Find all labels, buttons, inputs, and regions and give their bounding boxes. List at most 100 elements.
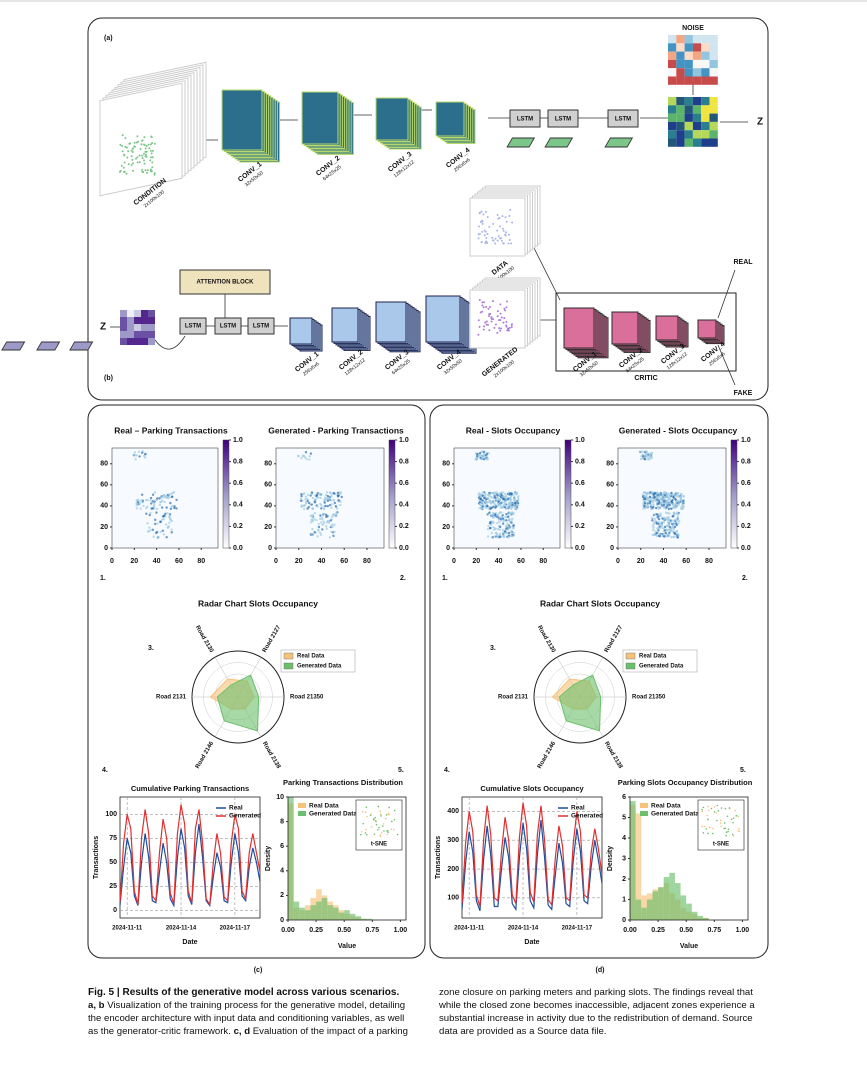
heat-dot bbox=[662, 535, 666, 538]
heat-dot bbox=[164, 512, 167, 516]
legend-swatch bbox=[283, 652, 294, 660]
grid-cell bbox=[148, 317, 155, 324]
y-tick-label: 0 bbox=[268, 545, 272, 552]
cbar-label: 0.6 bbox=[575, 480, 585, 487]
y-tick-label: 25 bbox=[109, 883, 117, 890]
heat-dot bbox=[514, 507, 517, 510]
heat-dot bbox=[167, 493, 171, 496]
inset-dot bbox=[727, 828, 730, 831]
map-dot bbox=[502, 242, 505, 245]
inset-dot bbox=[393, 818, 396, 821]
grid-cell bbox=[127, 324, 134, 331]
grid-cell bbox=[668, 51, 677, 60]
grid-cell bbox=[692, 59, 702, 69]
heat-dot bbox=[668, 497, 672, 500]
heat-dot bbox=[311, 496, 315, 500]
grid-cell bbox=[120, 324, 127, 331]
heat-dot bbox=[300, 492, 303, 496]
grid-cell bbox=[701, 121, 710, 131]
map-dot bbox=[125, 172, 128, 175]
map-dot bbox=[150, 152, 153, 155]
inset-dot bbox=[734, 809, 736, 812]
grid-cell bbox=[120, 338, 127, 345]
inset-dot bbox=[360, 833, 362, 836]
cbar-label: 0.8 bbox=[741, 458, 751, 465]
map-dot bbox=[141, 154, 144, 157]
heat-dot bbox=[642, 494, 646, 498]
grid-cell bbox=[701, 138, 710, 147]
grid-cell bbox=[141, 310, 148, 317]
map-dot bbox=[485, 236, 488, 239]
heat-dot bbox=[330, 515, 334, 519]
radar-axis-label: Road 2127 bbox=[262, 624, 283, 654]
y-tick-label: 300 bbox=[447, 837, 459, 844]
lstm-box bbox=[547, 109, 579, 128]
feature-map bbox=[425, 295, 461, 343]
map-dot bbox=[150, 156, 153, 159]
x-tick-label: 2024-11-11 bbox=[112, 926, 143, 932]
cbar-label: 0.4 bbox=[233, 502, 243, 509]
heat-dot bbox=[651, 519, 654, 522]
inset-dot bbox=[387, 831, 389, 834]
heat-dot bbox=[666, 529, 670, 532]
grid-cell bbox=[701, 68, 710, 77]
heat-dot bbox=[488, 499, 491, 502]
legend-label: Real Data bbox=[297, 654, 325, 660]
map-dot bbox=[496, 213, 499, 216]
inset-dot bbox=[375, 820, 377, 823]
map-dot bbox=[488, 225, 491, 228]
heat-dot bbox=[641, 450, 644, 453]
heat-dot bbox=[321, 528, 324, 531]
heat-dot bbox=[161, 518, 164, 521]
map-dot bbox=[508, 215, 511, 218]
map-dot bbox=[151, 149, 154, 152]
grid-cell bbox=[701, 51, 710, 60]
map-dot bbox=[130, 164, 133, 167]
map-dot bbox=[485, 320, 488, 323]
map-dot bbox=[153, 173, 156, 176]
hist-bar bbox=[646, 899, 653, 920]
heat-dot bbox=[491, 505, 495, 509]
marker: 1. bbox=[100, 575, 106, 582]
radar-axis-label: Road 2130 bbox=[536, 625, 557, 655]
heat-dot bbox=[165, 506, 168, 509]
grid-cell bbox=[692, 51, 702, 60]
heat-dot bbox=[659, 498, 662, 501]
map-dot bbox=[482, 306, 485, 309]
map-dot bbox=[501, 215, 504, 218]
heat-dot bbox=[159, 501, 162, 504]
heat-dot bbox=[507, 534, 511, 537]
map-dot bbox=[485, 323, 488, 326]
plot-frame bbox=[119, 796, 261, 919]
heat-dot bbox=[677, 495, 680, 498]
map-dot bbox=[504, 216, 507, 219]
hist-bar bbox=[299, 907, 305, 920]
map-dot bbox=[477, 333, 480, 336]
heat-dot bbox=[667, 499, 670, 503]
map-dot bbox=[510, 325, 513, 328]
heat-dot bbox=[326, 499, 330, 503]
heat-dot bbox=[146, 522, 149, 525]
inset-dot bbox=[387, 813, 390, 816]
heat-dot bbox=[489, 526, 492, 530]
heat-dot bbox=[319, 533, 323, 536]
hist-bar bbox=[680, 895, 687, 920]
grid-cell bbox=[709, 138, 718, 147]
hist-bar bbox=[304, 910, 311, 920]
heat-dot bbox=[333, 530, 336, 534]
map-dot bbox=[124, 137, 127, 140]
map-dot bbox=[490, 316, 493, 319]
inset-dot bbox=[372, 818, 375, 820]
x-tick-label: 0 bbox=[274, 558, 278, 565]
heat-dot bbox=[638, 450, 642, 454]
heat-dot bbox=[304, 495, 308, 498]
heat-dot bbox=[482, 458, 486, 461]
cbar-label: 1.0 bbox=[399, 437, 409, 444]
caption-text: Evaluation of the impact of a parking zo… bbox=[250, 987, 755, 1037]
heat-dot bbox=[478, 454, 482, 458]
heat-dot bbox=[668, 512, 671, 515]
map-dot bbox=[483, 325, 486, 328]
cbar-label: 0.8 bbox=[399, 458, 409, 465]
map-dot bbox=[478, 299, 481, 302]
x-axis-label: Value bbox=[338, 943, 356, 950]
